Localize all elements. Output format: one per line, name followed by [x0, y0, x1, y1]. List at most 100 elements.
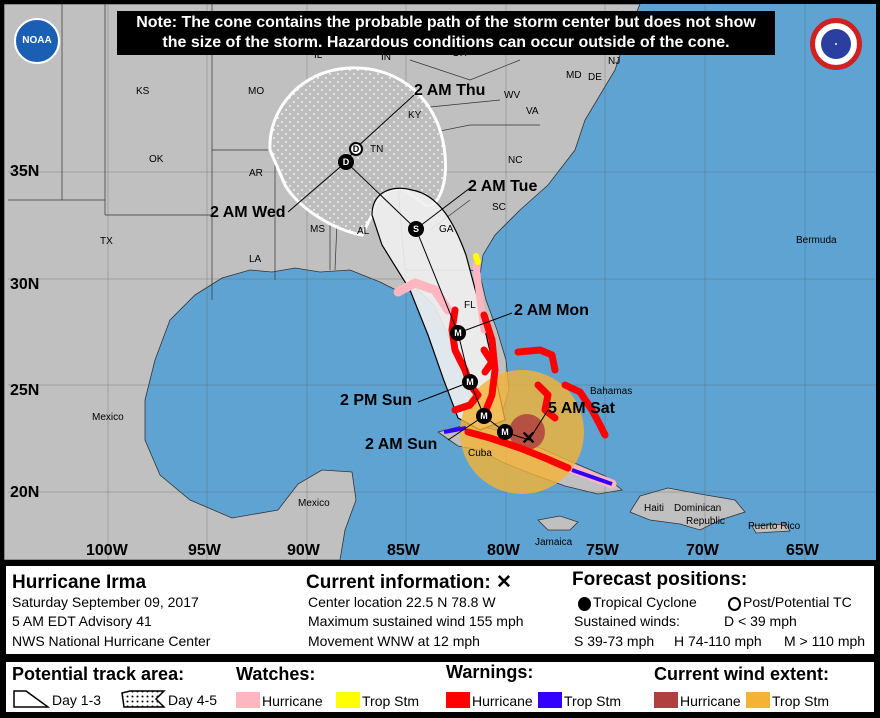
place-label: Mexico	[92, 412, 124, 423]
place-label: MO	[248, 86, 265, 97]
place-label: Bahamas	[590, 386, 633, 397]
point-m-sat: M	[497, 424, 513, 440]
place-label: Republic	[686, 516, 725, 527]
place-label: IN	[381, 52, 391, 63]
max-wind: Maximum sustained wind 155 mph	[308, 613, 524, 629]
hurricane-watch-swatch	[236, 692, 260, 708]
point-m-sunam: M	[476, 408, 492, 424]
place-label: LA	[249, 254, 262, 265]
lon-label: 85W	[387, 542, 420, 559]
day13-label: Day 1-3	[52, 692, 102, 708]
day45-icon	[121, 690, 166, 708]
m-range: M > 110 mph	[784, 633, 866, 649]
lon-label: 65W	[786, 542, 819, 559]
place-label: Mexico	[298, 498, 330, 509]
lon-label: 95W	[188, 542, 221, 559]
hurricane-warning-label: Hurricane	[472, 693, 533, 709]
date: Saturday September 09, 2017	[12, 594, 199, 610]
place-label: Cuba	[468, 448, 492, 459]
note-line: Note: The cone contains the probable pat…	[136, 14, 756, 31]
place-label: TN	[370, 144, 384, 155]
place-label: AL	[357, 226, 370, 237]
advisory: 5 AM EDT Advisory 41	[12, 613, 152, 629]
label-5am-sat: 5 AM Sat	[548, 400, 615, 417]
place-label: DE	[588, 72, 602, 83]
track-area-title: Potential track area:	[12, 664, 185, 684]
place-label: IL	[314, 50, 323, 61]
hurricane-wind-extent	[509, 414, 545, 450]
ts-watch-swatch	[336, 692, 360, 708]
label-2pm-sun: 2 PM Sun	[340, 392, 413, 409]
sustained-winds-label: Sustained winds:	[574, 613, 680, 629]
warnings-title: Warnings:	[446, 662, 534, 682]
point-m-mon: M	[450, 325, 466, 341]
label-2am-mon: 2 AM Mon	[514, 302, 589, 319]
place-label: OK	[149, 154, 164, 165]
place-label: Haiti	[644, 503, 665, 514]
lat-label: 35N	[10, 163, 40, 180]
post-tc-icon	[728, 597, 741, 611]
info-panel: Hurricane Irma Saturday September 09, 20…	[4, 564, 876, 656]
current-info-title: Current information: ✕	[306, 572, 512, 593]
label-2am-thu: 2 AM Thu	[414, 82, 486, 99]
storm-name: Hurricane Irma	[12, 572, 147, 593]
ts-warning-line	[443, 426, 613, 486]
day13-icon	[13, 690, 51, 708]
hurricane-watch-label: Hurricane	[262, 693, 323, 709]
jamaica-land	[537, 515, 579, 531]
place-label: MS	[310, 224, 325, 235]
forecast-map: Note: The cone contains the probable pat…	[4, 4, 876, 560]
wind-extent-title: Current wind extent:	[654, 664, 830, 684]
legend-panel: Potential track area: Day 1-3 Day 4-5 Wa…	[4, 660, 876, 714]
hurricane-warning-swatch	[446, 692, 470, 708]
lon-label: 70W	[686, 542, 719, 559]
place-label: NC	[508, 155, 523, 166]
hurricane-wind-swatch	[654, 692, 678, 708]
lat-label: 30N	[10, 276, 40, 293]
label-2am-sun: 2 AM Sun	[365, 436, 438, 453]
movement: Movement WNW at 12 mph	[308, 633, 480, 649]
ts-warning-label: Trop Stm	[564, 693, 622, 709]
place-label: Jamaica	[535, 537, 573, 548]
h-range: H 74-110 mph	[674, 633, 762, 649]
ts-watch-label: Trop Stm	[362, 693, 420, 709]
watches-title: Watches:	[236, 664, 316, 684]
ts-wind-label: Trop Stm	[772, 693, 830, 709]
center-location: Center location 22.5 N 78.8 W	[308, 594, 496, 610]
lon-label: 90W	[287, 542, 320, 559]
lon-label: 80W	[487, 542, 520, 559]
place-label: Bermuda	[796, 235, 837, 246]
place-label: Puerto Rico	[748, 521, 801, 532]
nws-logo	[810, 18, 862, 70]
place-label: NJ	[608, 56, 621, 67]
noaa-logo: NOAA	[14, 18, 60, 64]
lat-label: 20N	[10, 484, 40, 501]
hurricane-wind-label: Hurricane	[680, 693, 741, 709]
place-label: VA	[526, 106, 539, 117]
lon-label: 100W	[86, 542, 128, 559]
note-line: the size of the storm. Hazardous conditi…	[162, 34, 730, 51]
place-label: Dominican	[674, 503, 722, 514]
point-d-post: D	[349, 142, 363, 156]
tropical-cyclone-label: Tropical Cyclone	[593, 594, 697, 610]
puerto-rico-land	[751, 523, 791, 534]
lat-label: 25N	[10, 382, 40, 399]
post-tc-label: Post/Potential TC	[743, 594, 852, 610]
point-d: D	[338, 154, 354, 170]
place-label: KY	[408, 110, 422, 121]
issuer: NWS National Hurricane Center	[12, 633, 211, 649]
day45-label: Day 4-5	[168, 692, 218, 708]
s-range: S 39-73 mph	[574, 633, 655, 649]
label-2am-tue: 2 AM Tue	[468, 178, 538, 195]
place-label: GA	[439, 224, 454, 235]
place-label: KS	[136, 86, 150, 97]
place-label: WV	[504, 90, 521, 101]
place-label: OH	[452, 48, 467, 59]
place-label: TX	[100, 236, 113, 247]
current-position-icon: ✕	[521, 428, 537, 448]
place-label: AR	[249, 168, 263, 179]
point-m-sunpm: M	[462, 374, 478, 390]
place-label: FL	[464, 300, 476, 311]
d-range: D < 39 mph	[724, 613, 797, 629]
label-leaders	[287, 94, 549, 441]
